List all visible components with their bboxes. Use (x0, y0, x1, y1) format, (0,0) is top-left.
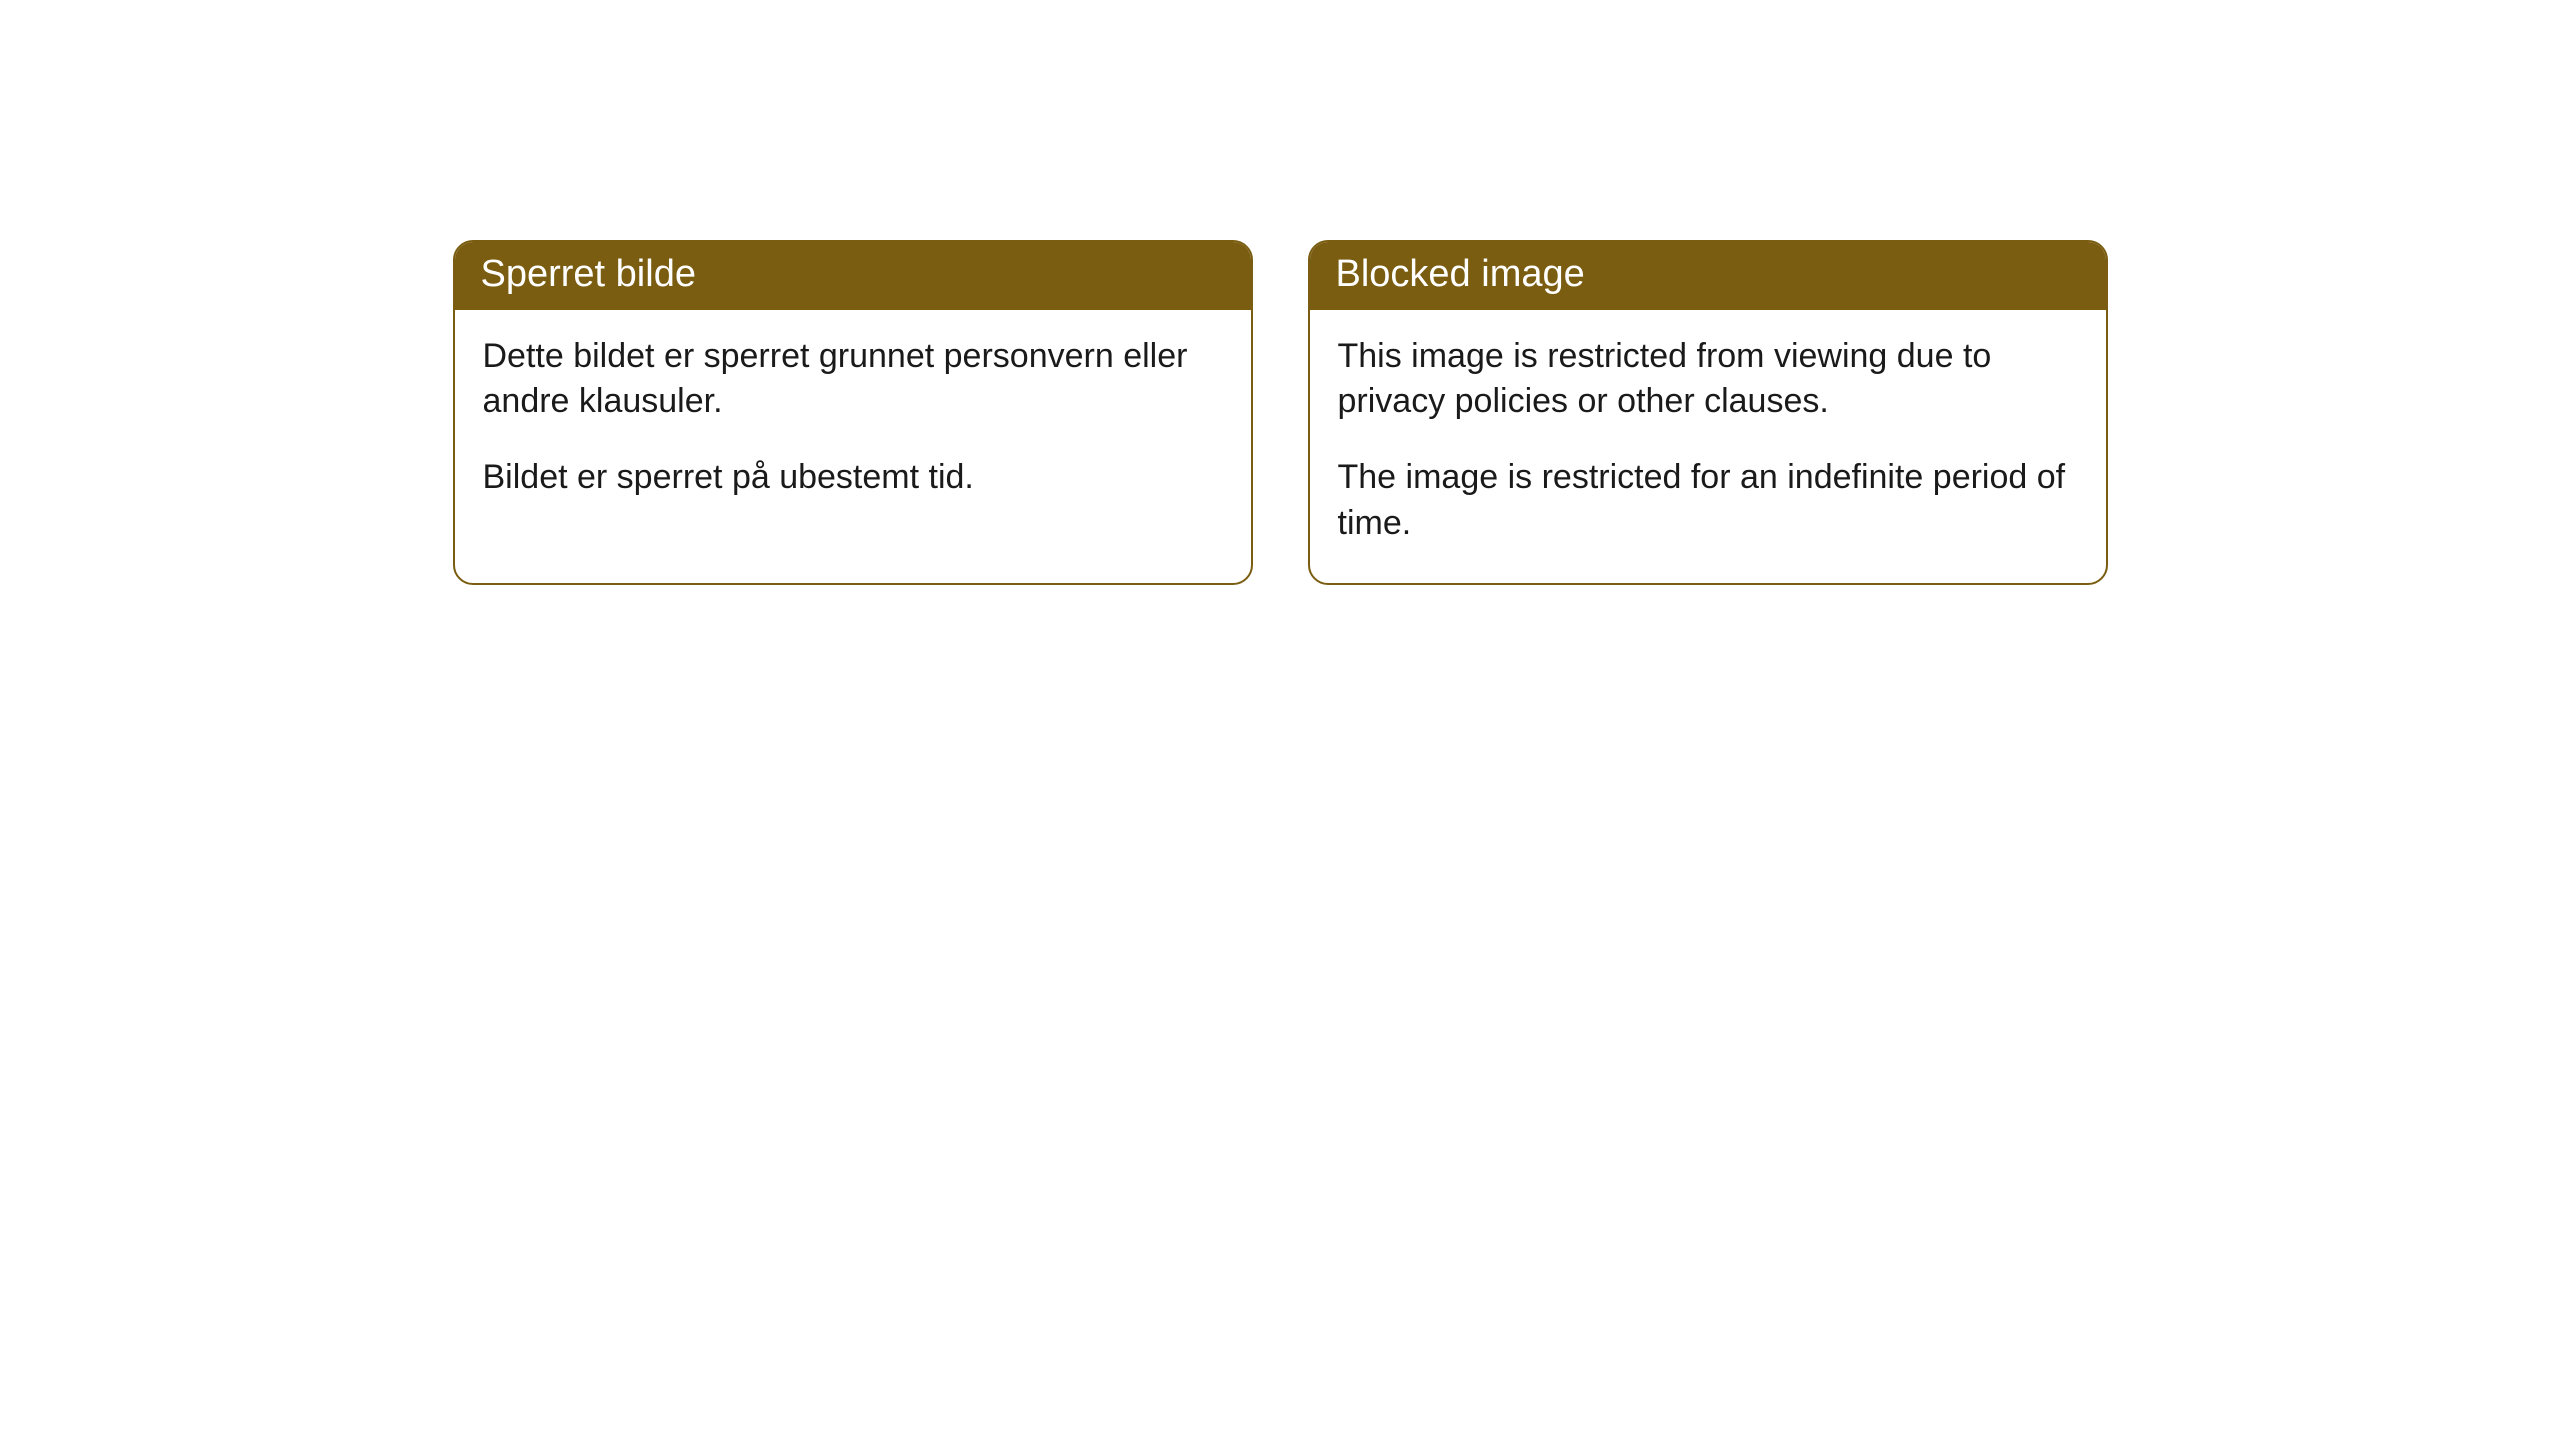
card-paragraph: The image is restricted for an indefinit… (1338, 455, 2078, 547)
card-body: Dette bildet er sperret grunnet personve… (455, 310, 1251, 538)
blocked-image-card-english: Blocked image This image is restricted f… (1308, 240, 2108, 585)
card-paragraph: This image is restricted from viewing du… (1338, 334, 2078, 426)
notice-cards-container: Sperret bilde Dette bildet er sperret gr… (453, 240, 2108, 585)
blocked-image-card-norwegian: Sperret bilde Dette bildet er sperret gr… (453, 240, 1253, 585)
card-body: This image is restricted from viewing du… (1310, 310, 2106, 584)
card-title: Sperret bilde (455, 242, 1251, 310)
card-paragraph: Bildet er sperret på ubestemt tid. (483, 455, 1223, 501)
card-title: Blocked image (1310, 242, 2106, 310)
card-paragraph: Dette bildet er sperret grunnet personve… (483, 334, 1223, 426)
